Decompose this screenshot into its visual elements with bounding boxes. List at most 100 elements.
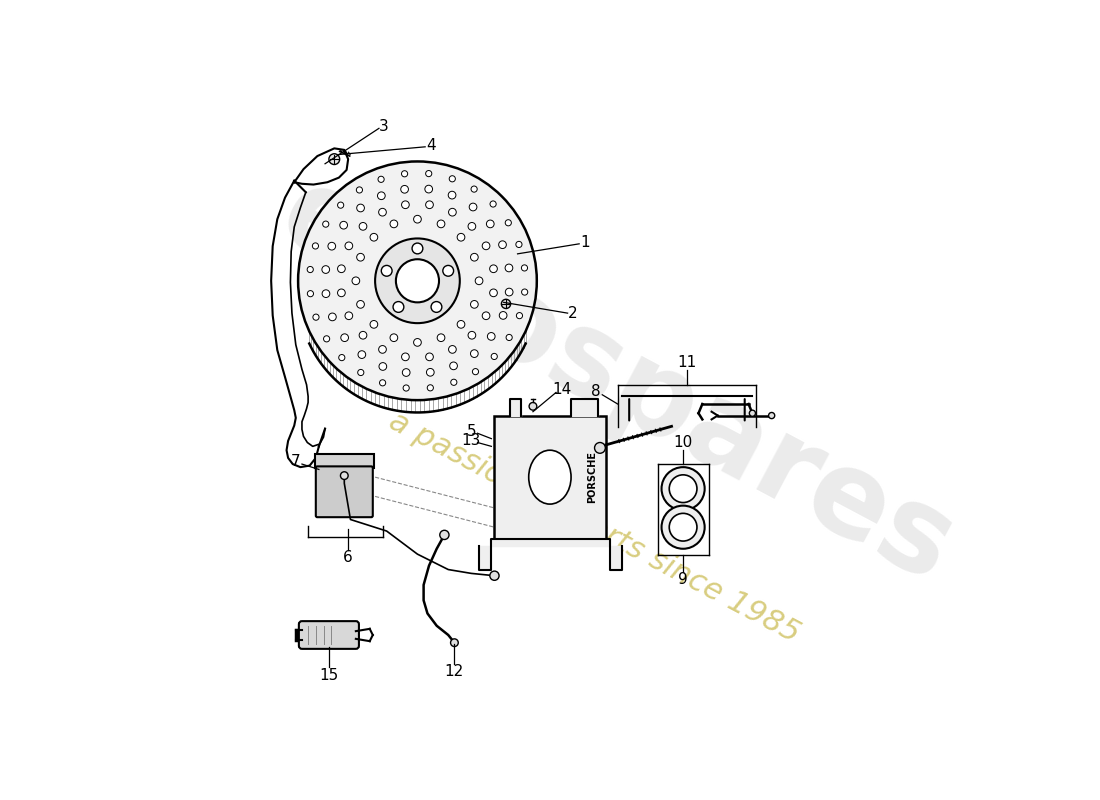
Text: 2: 2 [569,306,578,321]
Text: 7: 7 [292,454,300,470]
Circle shape [468,331,475,339]
Circle shape [358,370,364,375]
Circle shape [403,369,410,376]
Text: 12: 12 [444,665,464,679]
Circle shape [482,242,490,250]
Circle shape [323,336,330,342]
Circle shape [427,385,433,391]
Text: 11: 11 [678,355,696,370]
Circle shape [487,333,495,340]
Text: 8: 8 [592,384,601,399]
Circle shape [322,290,330,298]
Circle shape [400,186,408,193]
Circle shape [356,204,364,212]
Text: 3: 3 [378,119,388,134]
Circle shape [338,265,345,273]
Circle shape [471,254,478,261]
Circle shape [329,313,337,321]
Circle shape [595,442,605,454]
Circle shape [356,254,364,261]
Circle shape [505,220,512,226]
Text: eurospares: eurospares [262,155,974,607]
Circle shape [341,472,349,479]
Circle shape [345,312,353,320]
Circle shape [307,290,314,297]
Circle shape [475,277,483,285]
Text: 5: 5 [466,424,476,439]
Circle shape [448,191,455,199]
Circle shape [379,380,386,386]
Circle shape [470,203,477,211]
Circle shape [345,242,353,250]
Circle shape [669,475,697,502]
Circle shape [449,346,456,354]
Circle shape [451,639,459,646]
Circle shape [749,410,756,416]
Text: 1: 1 [581,235,590,250]
Circle shape [403,385,409,391]
Circle shape [402,170,408,177]
Circle shape [431,302,442,312]
Circle shape [505,288,513,296]
Circle shape [458,234,465,241]
Circle shape [378,176,384,182]
Circle shape [472,369,478,374]
Polygon shape [495,415,606,538]
Circle shape [516,242,522,247]
Circle shape [360,222,367,230]
Circle shape [437,220,444,228]
Text: PORSCHE: PORSCHE [587,451,597,503]
Circle shape [661,506,705,549]
Circle shape [669,514,697,541]
Circle shape [529,402,537,410]
Circle shape [360,331,367,339]
Circle shape [449,176,455,182]
Circle shape [340,222,348,229]
Text: 6: 6 [343,550,353,566]
Circle shape [521,289,528,295]
Circle shape [505,264,513,272]
Circle shape [506,334,513,341]
Circle shape [393,302,404,312]
Circle shape [490,265,497,273]
Polygon shape [480,538,622,570]
Text: 4: 4 [427,138,436,153]
Circle shape [377,192,385,199]
Circle shape [358,350,365,358]
Circle shape [502,299,510,309]
Circle shape [769,413,774,418]
Circle shape [356,301,364,308]
Circle shape [402,353,409,361]
Circle shape [382,266,392,276]
FancyBboxPatch shape [316,466,373,517]
Circle shape [375,238,460,323]
Circle shape [370,321,377,328]
Circle shape [499,311,507,319]
Circle shape [426,201,433,209]
Circle shape [414,215,421,223]
Circle shape [425,186,432,193]
Text: 15: 15 [319,667,339,682]
Circle shape [402,201,409,209]
Circle shape [482,312,490,320]
Ellipse shape [529,450,571,504]
Circle shape [451,379,456,386]
Circle shape [379,362,387,370]
Circle shape [440,530,449,539]
Circle shape [341,334,349,342]
Circle shape [378,208,386,216]
Circle shape [396,259,439,302]
Text: 13: 13 [462,434,481,449]
Circle shape [490,201,496,207]
Circle shape [426,353,433,361]
Circle shape [339,354,345,361]
Circle shape [468,222,475,230]
Circle shape [521,265,528,271]
Circle shape [338,202,343,208]
Circle shape [471,186,477,192]
Circle shape [412,243,422,254]
Circle shape [307,266,314,273]
Circle shape [443,266,453,276]
Circle shape [458,321,465,328]
Circle shape [356,187,363,193]
